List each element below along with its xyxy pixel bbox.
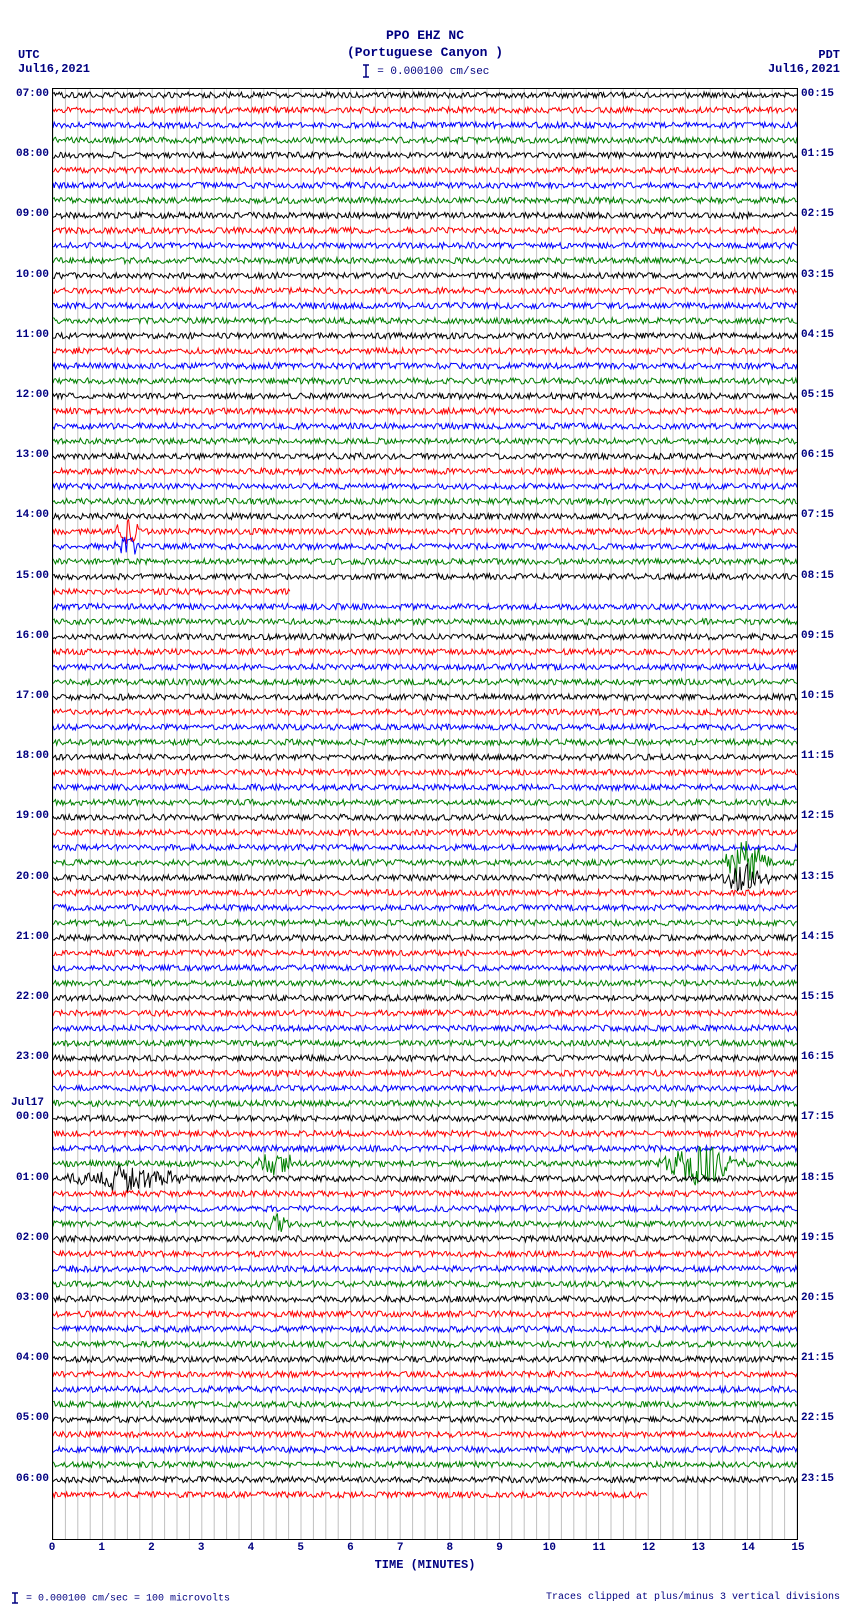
pdt-time-label: 06:15: [801, 449, 839, 461]
utc-time-label: 06:00: [11, 1473, 49, 1485]
utc-time-label: 04:00: [11, 1352, 49, 1364]
footer: = 0.000100 cm/sec = 100 microvolts Trace…: [10, 1592, 840, 1605]
seismic-trace: [53, 589, 290, 595]
station-code: PPO EHZ NC: [0, 28, 850, 45]
utc-time-label: 00:00: [11, 1111, 49, 1123]
utc-time-label: 08:00: [11, 148, 49, 160]
tz-right-label: PDT: [768, 48, 840, 62]
scale-note: = 0.000100 cm/sec: [0, 64, 850, 79]
footer-right: Traces clipped at plus/minus 3 vertical …: [546, 1592, 840, 1603]
utc-date-marker: Jul17: [11, 1097, 44, 1109]
tz-left-label: UTC: [18, 48, 90, 62]
pdt-time-label: 18:15: [801, 1172, 839, 1184]
x-tick: 0: [49, 1542, 56, 1554]
utc-time-label: 09:00: [11, 208, 49, 220]
x-tick: 7: [397, 1542, 404, 1554]
pdt-time-label: 08:15: [801, 570, 839, 582]
utc-time-label: 10:00: [11, 269, 49, 281]
utc-time-label: 16:00: [11, 630, 49, 642]
x-tick: 12: [642, 1542, 655, 1554]
utc-time-label: 02:00: [11, 1232, 49, 1244]
scale-bar-icon: [361, 64, 371, 78]
utc-time-label: 07:00: [11, 88, 49, 100]
tz-right-block: PDT Jul16,2021: [768, 48, 840, 76]
pdt-time-label: 21:15: [801, 1352, 839, 1364]
pdt-time-label: 05:15: [801, 389, 839, 401]
pdt-time-label: 20:15: [801, 1292, 839, 1304]
pdt-time-label: 09:15: [801, 630, 839, 642]
pdt-time-label: 07:15: [801, 509, 839, 521]
utc-time-label: 11:00: [11, 329, 49, 341]
header: PPO EHZ NC (Portuguese Canyon ) = 0.0001…: [0, 0, 850, 79]
x-tick: 15: [791, 1542, 804, 1554]
x-tick: 14: [742, 1542, 755, 1554]
x-tick: 2: [148, 1542, 155, 1554]
pdt-time-label: 00:15: [801, 88, 839, 100]
x-tick: 6: [347, 1542, 354, 1554]
pdt-time-label: 03:15: [801, 269, 839, 281]
pdt-time-label: 04:15: [801, 329, 839, 341]
seismogram-svg: [53, 89, 797, 1539]
utc-time-label: 17:00: [11, 690, 49, 702]
x-tick: 4: [248, 1542, 255, 1554]
pdt-time-label: 13:15: [801, 871, 839, 883]
pdt-time-label: 14:15: [801, 931, 839, 943]
station-location: (Portuguese Canyon ): [0, 45, 850, 62]
utc-time-label: 18:00: [11, 750, 49, 762]
x-tick: 5: [297, 1542, 304, 1554]
tz-left-block: UTC Jul16,2021: [18, 48, 90, 76]
utc-time-label: 05:00: [11, 1412, 49, 1424]
utc-time-label: 12:00: [11, 389, 49, 401]
x-tick: 8: [447, 1542, 454, 1554]
utc-time-label: 20:00: [11, 871, 49, 883]
x-axis: 0123456789101112131415 TIME (MINUTES): [52, 1540, 798, 1580]
plot-area: [52, 88, 798, 1540]
pdt-time-label: 11:15: [801, 750, 839, 762]
pdt-time-label: 10:15: [801, 690, 839, 702]
pdt-time-label: 19:15: [801, 1232, 839, 1244]
pdt-time-label: 17:15: [801, 1111, 839, 1123]
x-tick: 10: [543, 1542, 556, 1554]
utc-time-label: 19:00: [11, 810, 49, 822]
utc-time-label: 22:00: [11, 991, 49, 1003]
x-tick: 13: [692, 1542, 705, 1554]
utc-time-label: 01:00: [11, 1172, 49, 1184]
tz-right-date: Jul16,2021: [768, 62, 840, 76]
pdt-time-label: 01:15: [801, 148, 839, 160]
footer-left: = 0.000100 cm/sec = 100 microvolts: [26, 1594, 230, 1605]
pdt-time-label: 16:15: [801, 1051, 839, 1063]
pdt-time-label: 23:15: [801, 1473, 839, 1485]
seismic-trace: [53, 1492, 647, 1498]
x-tick: 1: [98, 1542, 105, 1554]
x-tick: 3: [198, 1542, 205, 1554]
x-tick: 11: [592, 1542, 605, 1554]
x-axis-label: TIME (MINUTES): [375, 1558, 476, 1572]
footer-scale-bar-icon: [10, 1592, 20, 1604]
pdt-time-label: 02:15: [801, 208, 839, 220]
utc-time-label: 03:00: [11, 1292, 49, 1304]
utc-time-label: 15:00: [11, 570, 49, 582]
pdt-time-label: 12:15: [801, 810, 839, 822]
utc-time-label: 23:00: [11, 1051, 49, 1063]
x-tick: 9: [496, 1542, 503, 1554]
utc-time-label: 14:00: [11, 509, 49, 521]
pdt-time-label: 22:15: [801, 1412, 839, 1424]
utc-time-label: 21:00: [11, 931, 49, 943]
seismogram-container: UTC Jul16,2021 PDT Jul16,2021 PPO EHZ NC…: [0, 0, 850, 1613]
scale-note-text: = 0.000100 cm/sec: [377, 66, 489, 78]
pdt-time-label: 15:15: [801, 991, 839, 1003]
tz-left-date: Jul16,2021: [18, 62, 90, 76]
utc-time-label: 13:00: [11, 449, 49, 461]
